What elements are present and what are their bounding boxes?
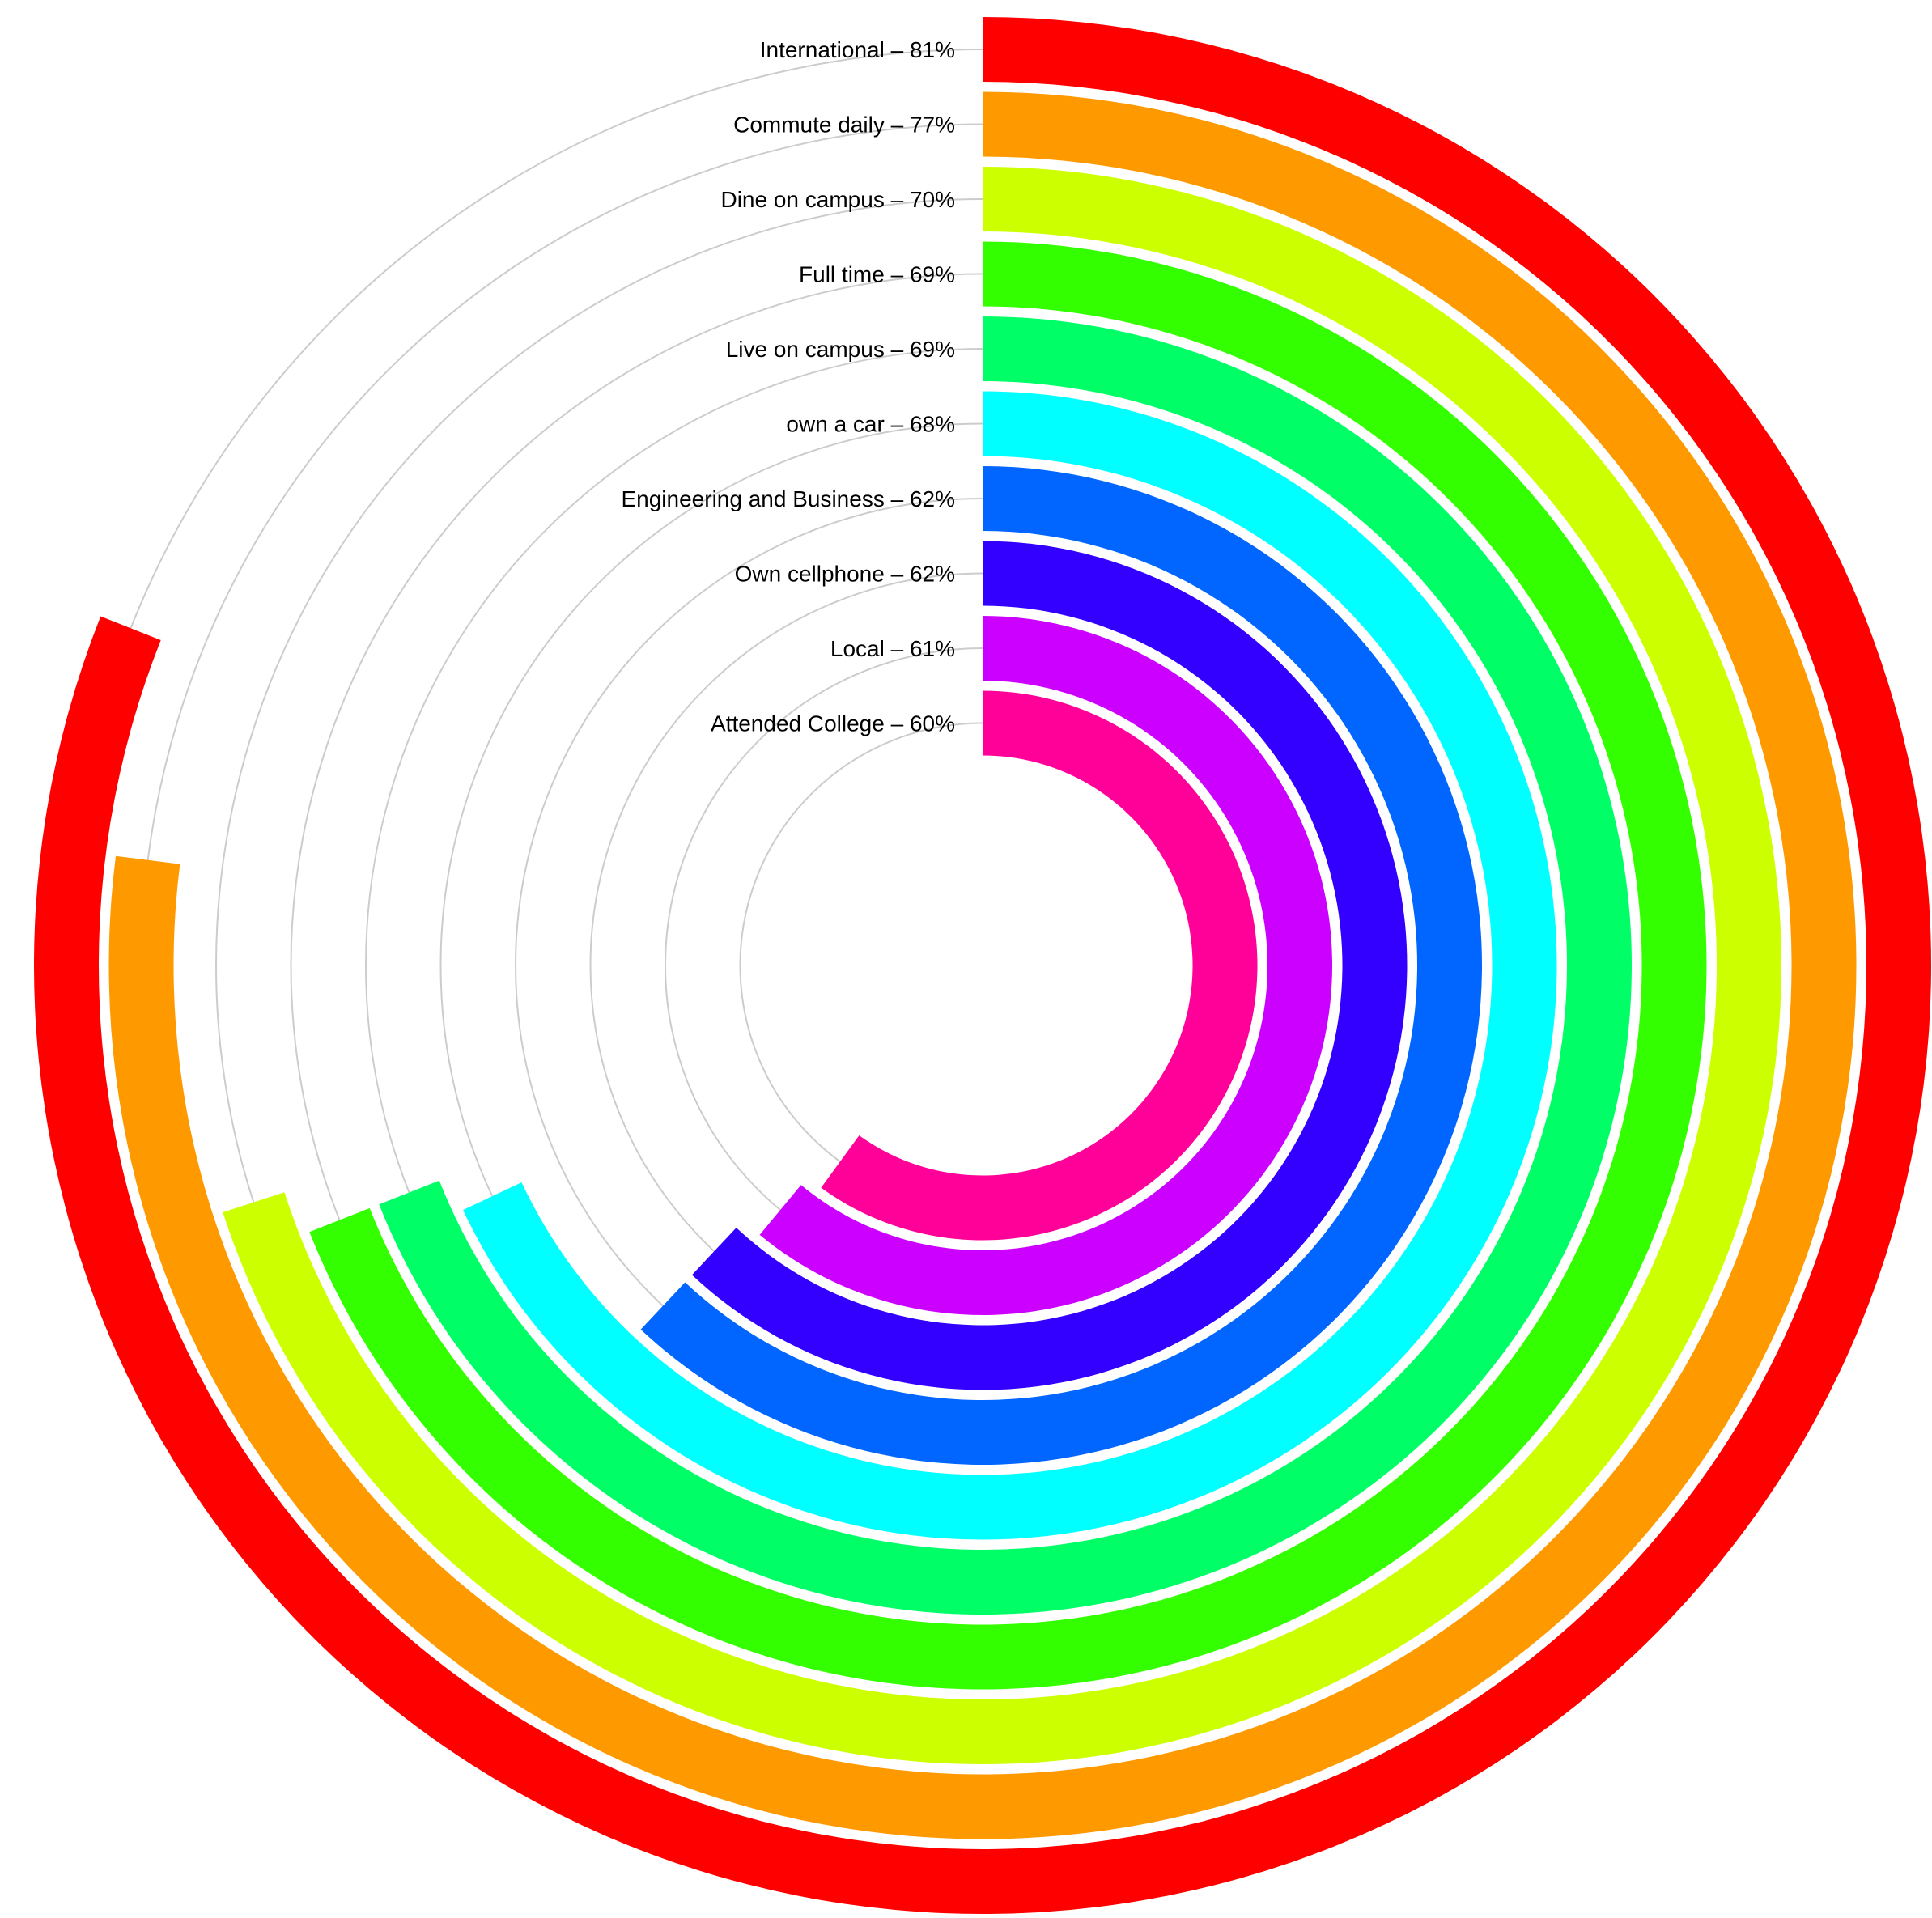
ring-label-5: Live on campus – 69% xyxy=(726,337,955,362)
bar-arc-10 xyxy=(821,690,1258,1241)
bar-arc-9 xyxy=(759,616,1333,1315)
label-layer: International – 81% Commute daily – 77% Di… xyxy=(621,37,955,736)
ring-label-3: Dine on campus – 70% xyxy=(720,187,955,212)
ring-label-6: own a car – 68% xyxy=(786,412,955,437)
ring-label-4: Full time – 69% xyxy=(799,262,955,287)
ring-label-2: Commute daily – 77% xyxy=(733,112,955,138)
ring-label-8: Own cellphone – 62% xyxy=(735,562,955,587)
ring-label-10: Attended College – 60% xyxy=(711,711,955,736)
bar-layer xyxy=(33,17,1932,1914)
ring-label-9: Local – 61% xyxy=(830,636,955,661)
bar-arc-7 xyxy=(640,466,1483,1465)
ring-label-7: Engineering and Business – 62% xyxy=(621,486,955,511)
bar-arc-8 xyxy=(691,541,1408,1390)
ring-label-1: International – 81% xyxy=(760,37,955,62)
